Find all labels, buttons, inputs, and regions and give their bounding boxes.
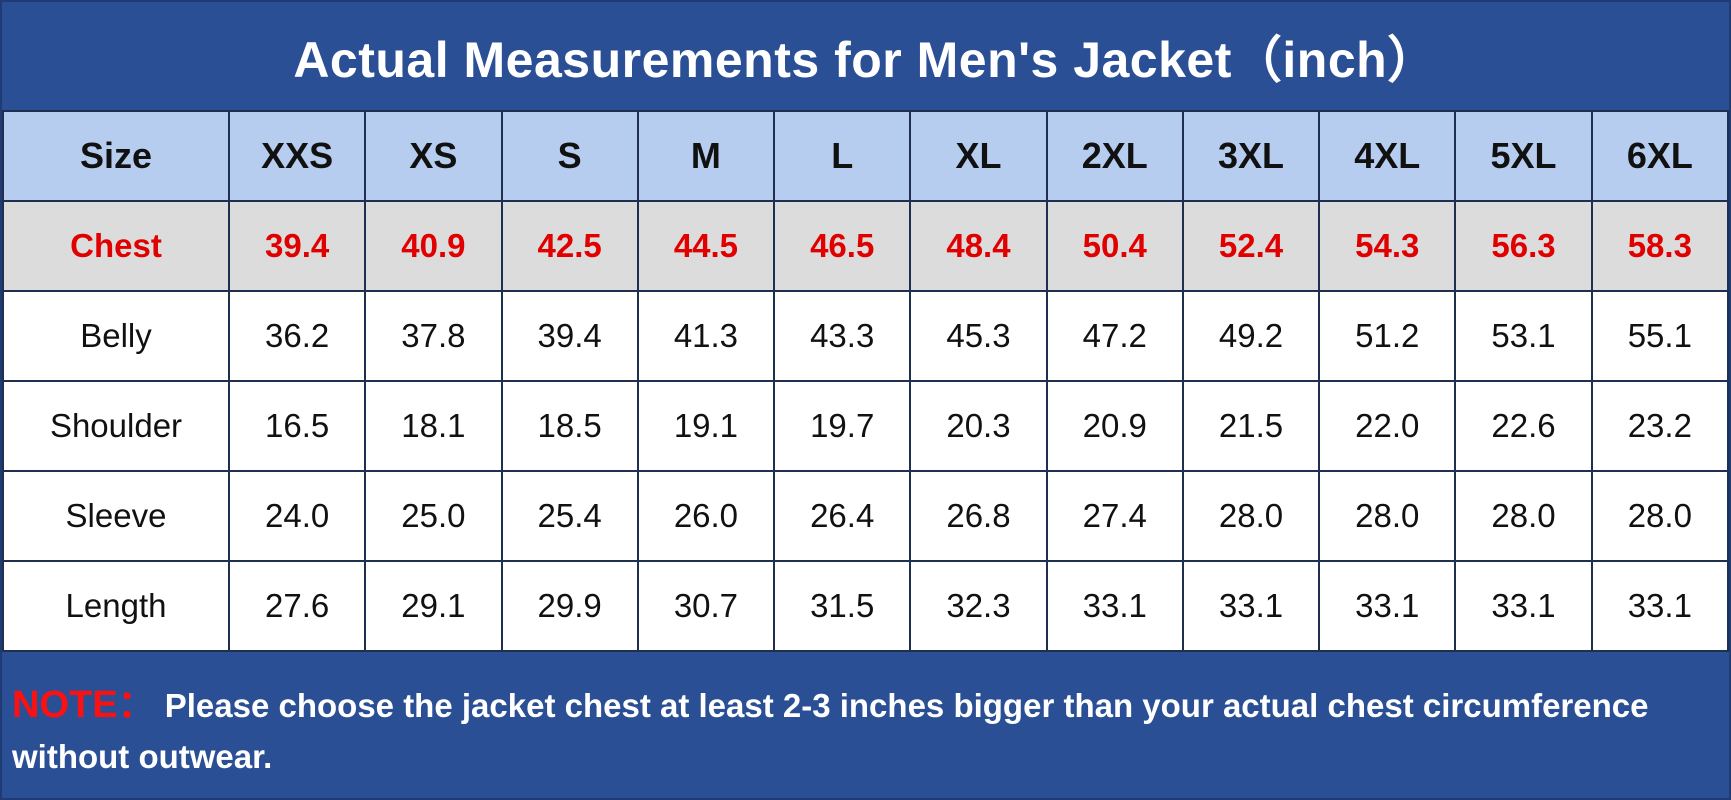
table-cell: 33.1 — [1181, 560, 1321, 652]
table-cell: 49.2 — [1181, 290, 1321, 382]
table-row-sleeve: Sleeve 24.0 25.0 25.4 26.0 26.4 26.8 27.… — [2, 470, 1730, 562]
table-cell: 26.8 — [909, 470, 1048, 562]
size-table: Size XXS XS S M L XL 2XL 3XL 4XL 5XL 6XL… — [2, 110, 1730, 652]
table-cell: 20.9 — [1045, 380, 1184, 472]
table-cell: 24.0 — [227, 470, 367, 562]
chart-title: Actual Measurements for Men's Jacket（inc… — [293, 32, 1438, 88]
table-cell: 40.9 — [364, 200, 503, 292]
table-cell: 44.5 — [636, 200, 776, 292]
row-label: Chest — [2, 200, 230, 292]
table-cell: 33.1 — [1318, 560, 1457, 652]
table-cell: 18.1 — [364, 380, 503, 472]
table-cell: 47.2 — [1045, 290, 1184, 382]
table-cell: 20.3 — [909, 380, 1048, 472]
table-cell: 19.1 — [636, 380, 776, 472]
table-cell: 22.0 — [1318, 380, 1457, 472]
table-row-belly: Belly 36.2 37.8 39.4 41.3 43.3 45.3 47.2… — [2, 290, 1730, 382]
table-cell: 48.4 — [909, 200, 1048, 292]
size-header-cell: S — [500, 110, 639, 202]
table-cell: 21.5 — [1181, 380, 1321, 472]
table-cell: 36.2 — [227, 290, 367, 382]
table-cell: 16.5 — [227, 380, 367, 472]
table-cell: 26.0 — [636, 470, 776, 562]
table-row-length: Length 27.6 29.1 29.9 30.7 31.5 32.3 33.… — [2, 560, 1730, 652]
size-header-cell: 4XL — [1318, 110, 1457, 202]
table-cell: 42.5 — [500, 200, 639, 292]
table-cell: 43.3 — [773, 290, 912, 382]
table-cell: 58.3 — [1590, 200, 1730, 292]
row-label: Length — [2, 560, 230, 652]
note-bar: NOTE： Please choose the jacket chest at … — [2, 666, 1729, 798]
table-cell: 32.3 — [909, 560, 1048, 652]
table-cell: 23.2 — [1590, 380, 1730, 472]
table-cell: 26.4 — [773, 470, 912, 562]
table-cell: 28.0 — [1318, 470, 1457, 562]
table-cell: 27.6 — [227, 560, 367, 652]
table-cell: 56.3 — [1454, 200, 1593, 292]
size-header-cell: XXS — [227, 110, 367, 202]
size-header-cell: 3XL — [1181, 110, 1321, 202]
note-label: NOTE： — [12, 684, 156, 726]
table-cell: 19.7 — [773, 380, 912, 472]
table-cell: 37.8 — [364, 290, 503, 382]
table-cell: 29.1 — [364, 560, 503, 652]
size-header-cell: XL — [909, 110, 1048, 202]
size-header-cell: 5XL — [1454, 110, 1593, 202]
table-cell: 25.4 — [500, 470, 639, 562]
table-cell: 18.5 — [500, 380, 639, 472]
row-label: Shoulder — [2, 380, 230, 472]
table-cell: 55.1 — [1590, 290, 1730, 382]
size-header-cell: L — [773, 110, 912, 202]
table-cell: 54.3 — [1318, 200, 1457, 292]
table-cell: 50.4 — [1045, 200, 1184, 292]
table-cell: 22.6 — [1454, 380, 1593, 472]
table-row-shoulder: Shoulder 16.5 18.1 18.5 19.1 19.7 20.3 2… — [2, 380, 1730, 472]
table-row-chest: Chest 39.4 40.9 42.5 44.5 46.5 48.4 50.4… — [2, 200, 1730, 292]
table-cell: 39.4 — [500, 290, 639, 382]
table-cell: 28.0 — [1590, 470, 1730, 562]
table-cell: 28.0 — [1454, 470, 1593, 562]
table-cell: 51.2 — [1318, 290, 1457, 382]
table-cell: 28.0 — [1181, 470, 1321, 562]
table-cell: 33.1 — [1045, 560, 1184, 652]
size-header-cell: 6XL — [1590, 110, 1730, 202]
table-cell: 53.1 — [1454, 290, 1593, 382]
table-cell: 29.9 — [500, 560, 639, 652]
table-cell: 30.7 — [636, 560, 776, 652]
table-cell: 45.3 — [909, 290, 1048, 382]
size-header-cell: XS — [364, 110, 503, 202]
table-cell: 46.5 — [773, 200, 912, 292]
table-cell: 33.1 — [1590, 560, 1730, 652]
row-label: Sleeve — [2, 470, 230, 562]
size-header-cell: 2XL — [1045, 110, 1184, 202]
row-label: Belly — [2, 290, 230, 382]
table-cell: 31.5 — [773, 560, 912, 652]
table-cell: 25.0 — [364, 470, 503, 562]
note-text: Please choose the jacket chest at least … — [12, 687, 1649, 775]
size-header-row: Size XXS XS S M L XL 2XL 3XL 4XL 5XL 6XL — [2, 110, 1730, 202]
size-header-cell: M — [636, 110, 776, 202]
table-cell: 27.4 — [1045, 470, 1184, 562]
table-cell: 33.1 — [1454, 560, 1593, 652]
table-cell: 52.4 — [1181, 200, 1321, 292]
chart-title-bar: Actual Measurements for Men's Jacket（inc… — [2, 2, 1729, 110]
table-cell: 39.4 — [227, 200, 367, 292]
size-header-label: Size — [2, 110, 230, 202]
table-cell: 41.3 — [636, 290, 776, 382]
